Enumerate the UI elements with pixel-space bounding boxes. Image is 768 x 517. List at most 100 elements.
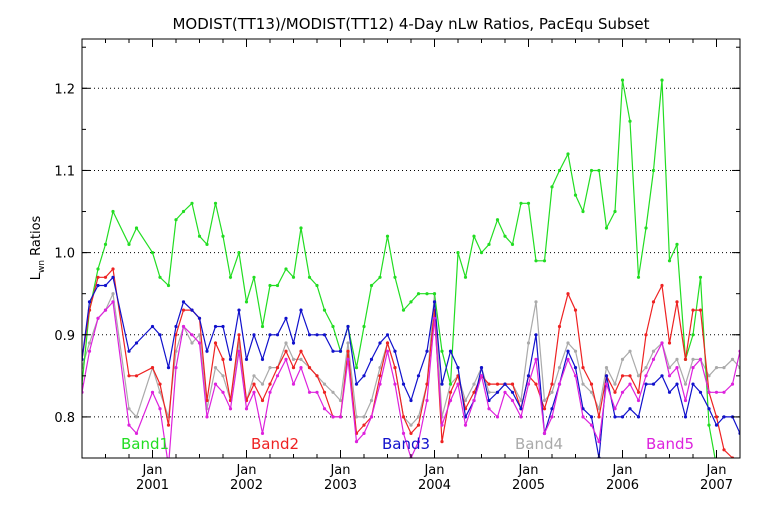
x-tick-label-month: Jan [141, 463, 162, 478]
data-point-band4 [322, 382, 327, 386]
data-point-band3 [440, 382, 444, 386]
data-point-band1 [636, 275, 641, 279]
data-point-band3 [362, 374, 366, 378]
data-point-band5 [448, 398, 453, 403]
data-point-band5 [604, 382, 609, 386]
data-point-band3 [378, 341, 382, 345]
data-point-band1 [181, 209, 186, 214]
data-point-band2 [181, 308, 186, 312]
data-point-band5 [268, 390, 272, 394]
data-point-band1 [275, 283, 280, 288]
data-point-band4 [252, 374, 256, 378]
data-point-band2 [237, 333, 241, 337]
data-point-band1 [331, 324, 335, 329]
data-point-band3 [354, 382, 359, 386]
data-point-band1 [197, 234, 202, 238]
y-axis-label-subscript: wn [37, 260, 47, 273]
data-point-band3 [589, 415, 594, 419]
data-point-band5 [463, 423, 468, 427]
data-point-band4 [519, 398, 523, 403]
data-point-band2 [221, 357, 225, 361]
data-point-band2 [566, 292, 570, 296]
data-point-band4 [134, 415, 139, 419]
data-point-band5 [636, 398, 641, 403]
x-tick-label-year: 2005 [512, 478, 545, 493]
data-point-band2 [487, 382, 491, 386]
axis-ticks: 0.80.91.01.11.2Jan2001Jan2002Jan2003Jan2… [54, 39, 741, 493]
data-point-band5 [150, 390, 155, 394]
data-point-band5 [432, 316, 437, 320]
data-point-band1 [369, 283, 374, 288]
data-point-band4 [158, 390, 162, 394]
data-point-band5 [628, 382, 632, 386]
data-point-band2 [667, 341, 672, 345]
x-tick-label-year: 2003 [324, 478, 357, 493]
y-tick-label: 1.1 [54, 164, 75, 179]
data-point-band1 [440, 349, 444, 353]
data-point-band2 [284, 349, 288, 353]
data-point-band2 [644, 333, 648, 337]
data-point-band3 [526, 374, 531, 378]
data-point-band5 [252, 390, 256, 394]
data-point-band4 [534, 300, 538, 304]
data-point-band1 [166, 283, 171, 288]
data-point-band3 [385, 333, 390, 337]
data-point-band3 [244, 357, 249, 361]
data-point-band5 [613, 407, 617, 411]
data-point-band2 [307, 366, 312, 370]
data-point-band2 [581, 366, 585, 370]
data-point-band1 [354, 366, 359, 370]
data-point-band1 [487, 242, 491, 246]
data-point-band5 [440, 423, 444, 427]
data-point-band4 [487, 390, 491, 394]
data-point-band3 [707, 407, 711, 411]
data-point-band5 [87, 349, 92, 353]
data-point-band4 [111, 292, 115, 296]
data-point-band4 [213, 366, 218, 370]
data-point-band3 [134, 341, 139, 345]
data-point-band5 [354, 440, 359, 444]
data-point-band1 [479, 251, 484, 255]
x-tick-label-year: 2007 [700, 478, 733, 493]
data-point-band3 [331, 349, 335, 353]
legend-label-band4: Band4 [515, 435, 563, 453]
data-point-band1 [432, 292, 437, 296]
data-point-band2 [213, 341, 218, 345]
data-point-band3 [322, 333, 327, 337]
y-tick-label: 0.9 [54, 329, 75, 344]
data-point-band4 [581, 382, 585, 386]
data-point-band3 [691, 382, 695, 386]
data-point-band3 [111, 275, 115, 279]
data-point-band3 [550, 407, 554, 411]
data-point-band5 [573, 374, 578, 378]
x-tick-label-year: 2004 [418, 478, 451, 493]
data-point-band1 [503, 234, 507, 238]
data-point-band4 [707, 374, 711, 378]
data-point-band1 [707, 423, 711, 427]
y-axis-label-rest: Ratios [29, 215, 44, 260]
data-point-band5 [134, 431, 139, 435]
data-point-band4 [472, 382, 476, 386]
data-point-band3 [448, 349, 453, 353]
data-point-band3 [291, 341, 296, 345]
data-point-band2 [660, 283, 664, 288]
data-point-band5 [291, 382, 296, 386]
data-point-band4 [331, 390, 335, 394]
data-point-band3 [338, 349, 343, 353]
data-point-band5 [722, 390, 726, 394]
data-point-band3 [103, 283, 108, 288]
data-point-band2 [252, 382, 256, 386]
data-point-band3 [284, 316, 288, 320]
data-point-band4 [299, 357, 303, 361]
data-point-band1 [299, 226, 303, 230]
data-point-band1 [401, 308, 406, 312]
data-point-band5 [228, 407, 233, 411]
data-point-band3 [221, 324, 225, 329]
data-point-band2 [691, 308, 695, 312]
data-point-band2 [542, 407, 547, 411]
data-point-band1 [425, 292, 429, 296]
data-point-band1 [557, 168, 562, 173]
data-point-band1 [228, 275, 233, 279]
data-point-band3 [456, 366, 460, 370]
data-point-band3 [275, 333, 280, 337]
